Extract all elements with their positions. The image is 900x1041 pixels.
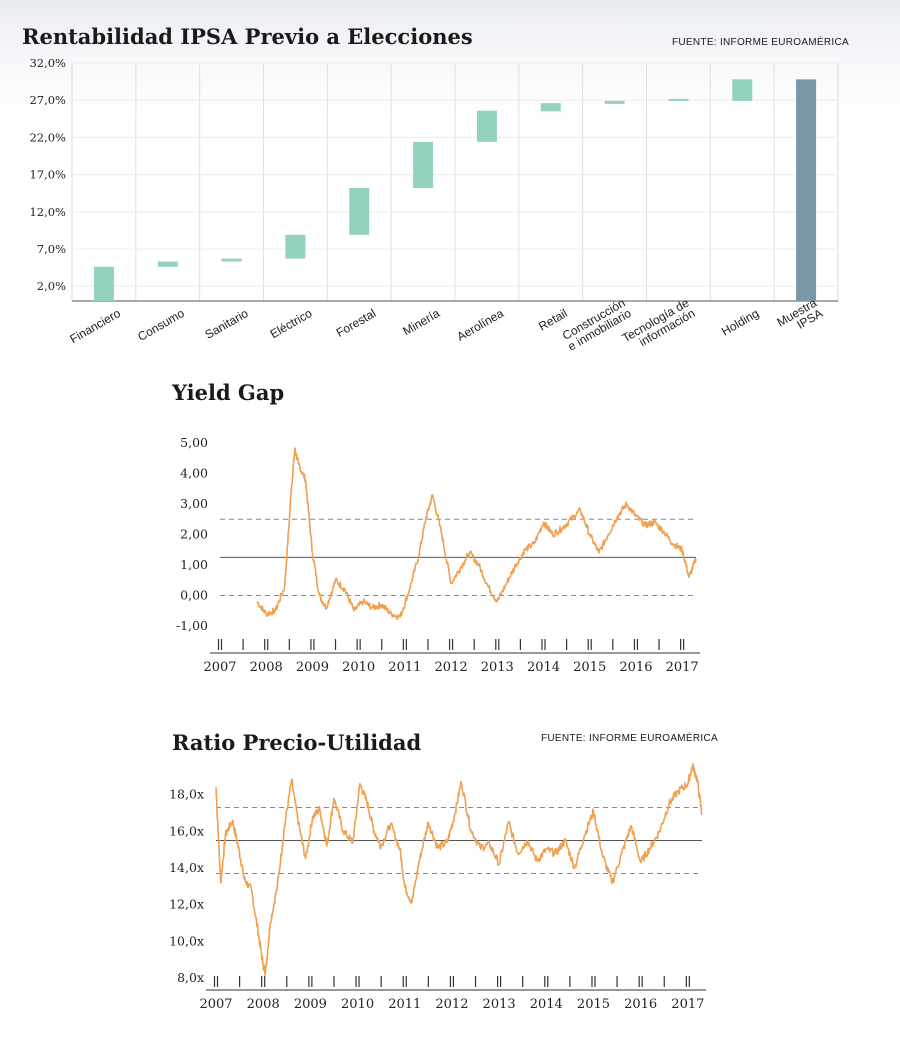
yield-gap-svg: -1,00 0,00 1,00 2,00 3,00 4,00 5,00 2007 2008 200… xyxy=(176,435,700,675)
x-tick-label: 2013 xyxy=(483,997,516,1012)
pe-ratio-svg: 8,0x 10,0x 12,0x 14,0x 16,0x 18,0x 2007 2008 200… xyxy=(169,763,706,1012)
yield-gap-title: Yield Gap xyxy=(172,380,285,405)
bar-11 xyxy=(732,79,753,101)
y-tick-label: 3,00 xyxy=(180,496,208,511)
y-tick-label: 32,0% xyxy=(29,56,66,70)
y-tick-label: 0,00 xyxy=(180,588,208,603)
x-tick-label-group: Consumo xyxy=(135,306,187,344)
y-tick-label: 7,0% xyxy=(37,242,66,256)
y-tick-label: 12,0x xyxy=(169,897,204,912)
x-tick-label-group: Aerolínea xyxy=(454,306,506,344)
x-tick-label: Aerolínea xyxy=(454,306,506,344)
y-tick-label: 27,0% xyxy=(29,93,66,107)
bar-5 xyxy=(349,187,370,235)
x-tick-label: 2014 xyxy=(530,997,563,1012)
x-tick-label: 2014 xyxy=(527,660,560,675)
x-tick-label-group: Eléctrico xyxy=(268,306,315,341)
x-tick-label: 2015 xyxy=(577,997,610,1012)
x-tick-label: 2015 xyxy=(573,660,606,675)
y-tick-label: 16,0x xyxy=(169,823,204,838)
x-tick-label-group: Sanitario xyxy=(203,306,251,342)
x-tick-label-group: Minería xyxy=(400,306,442,338)
x-tick-label: 2008 xyxy=(247,997,280,1012)
x-tick-label: 2008 xyxy=(250,660,283,675)
returns-chart-title: Rentabilidad IPSA Previo a Elecciones xyxy=(22,24,473,49)
y-tick-label: 2,00 xyxy=(180,527,208,542)
x-tick-label: Sanitario xyxy=(203,306,251,342)
y-tick-label: -1,00 xyxy=(176,618,208,633)
x-tick-label: 2016 xyxy=(619,660,652,675)
bar-9 xyxy=(604,100,625,104)
pe-ratio-title: Ratio Precio-Utilidad xyxy=(172,730,422,755)
bar-7 xyxy=(476,110,497,142)
bar-8 xyxy=(540,103,561,112)
x-tick-label-group: Forestal xyxy=(334,306,379,340)
x-tick-label: 2011 xyxy=(388,660,421,675)
y-tick-label: 4,00 xyxy=(180,466,208,481)
y-tick-label: 18,0x xyxy=(169,787,204,802)
x-tick-label: 2009 xyxy=(296,660,329,675)
bar-4 xyxy=(285,234,306,259)
returns-chart-panel: Rentabilidad IPSA Previo a Elecciones FU… xyxy=(0,0,900,370)
yield-gap-panel: Yield Gap -1,00 0,00 1,00 2,00 3,00 4,00 5,00 2… xyxy=(0,370,900,700)
x-tick-label: 2012 xyxy=(435,997,468,1012)
bar-6 xyxy=(413,141,434,188)
bar-3 xyxy=(221,258,242,262)
y-tick-label: 5,00 xyxy=(180,435,208,450)
x-tick-label: 2013 xyxy=(481,660,514,675)
returns-chart-source: FUENTE: INFORME EUROAMÉRICA xyxy=(672,37,849,48)
x-tick-label: 2012 xyxy=(435,660,468,675)
bar-1 xyxy=(93,266,114,301)
pe-ratio-source: FUENTE: INFORME EUROAMÉRICA xyxy=(541,733,718,744)
returns-chart-svg: 2,0% 7,0% 12,0% 17,0% 22,0% 27,0% 32,0% Financi… xyxy=(29,56,839,354)
x-tick-label: Eléctrico xyxy=(268,306,315,341)
x-tick-label: 2017 xyxy=(671,997,704,1012)
x-tick-label: Financiero xyxy=(67,306,123,346)
bar-10 xyxy=(668,98,689,101)
x-tick-label: 2010 xyxy=(341,997,374,1012)
x-tick-label-group: Financiero xyxy=(67,306,123,346)
pe-ratio-panel: Ratio Precio-Utilidad FUENTE: INFORME EU… xyxy=(0,700,900,1041)
x-tick-label: 2007 xyxy=(203,660,236,675)
y-tick-label: 1,00 xyxy=(180,557,208,572)
x-tick-label: 2011 xyxy=(388,997,421,1012)
y-tick-label: 22,0% xyxy=(29,130,66,144)
x-tick-label: Minería xyxy=(400,306,442,338)
bar-2 xyxy=(157,261,178,267)
x-tick-label: 2007 xyxy=(199,997,232,1012)
x-tick-label: 2016 xyxy=(624,997,657,1012)
x-tick-label: 2009 xyxy=(294,997,327,1012)
x-tick-label: 2017 xyxy=(666,660,699,675)
y-tick-label: 17,0% xyxy=(29,168,66,182)
bar-12 xyxy=(796,79,817,301)
series-line xyxy=(256,447,697,620)
y-tick-label: 2,0% xyxy=(37,279,66,293)
series-line xyxy=(215,763,703,977)
y-tick-label: 8,0x xyxy=(177,970,204,985)
y-tick-label: 14,0x xyxy=(169,860,204,875)
x-tick-label: Holding xyxy=(719,306,761,338)
x-tick-label-group: Holding xyxy=(719,306,761,338)
y-tick-label: 10,0x xyxy=(169,933,204,948)
x-tick-label: Consumo xyxy=(135,306,187,344)
y-tick-label: 12,0% xyxy=(29,205,66,219)
x-tick-label: Forestal xyxy=(334,306,379,340)
x-tick-label: 2010 xyxy=(342,660,375,675)
